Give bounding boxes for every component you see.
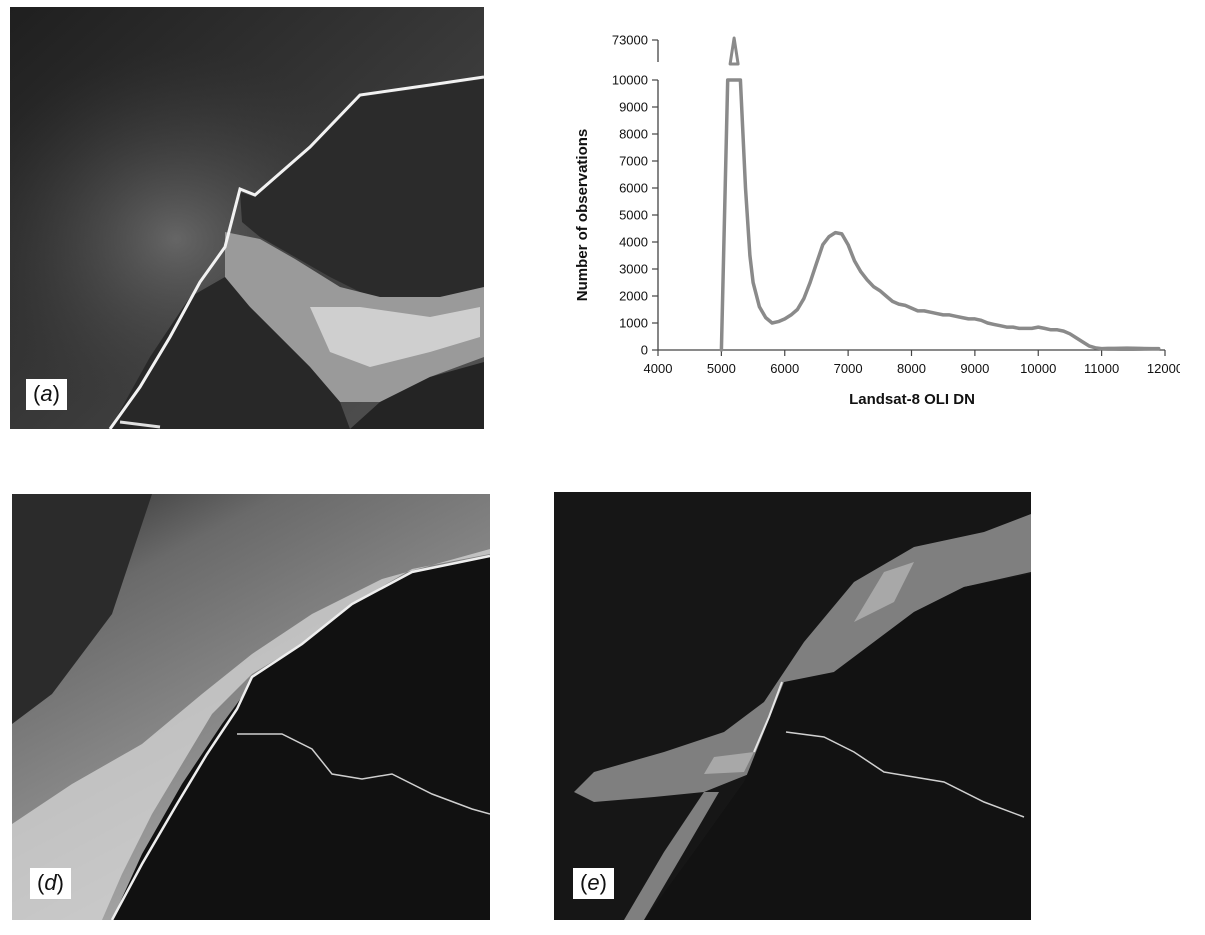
x-tick-label: 6000 bbox=[770, 361, 799, 376]
x-tick-label: 10000 bbox=[1020, 361, 1056, 376]
label-letter: e bbox=[587, 870, 600, 895]
x-tick-label: 8000 bbox=[897, 361, 926, 376]
series-line bbox=[719, 78, 1161, 352]
y-tick-label: 1000 bbox=[619, 316, 648, 331]
label-close-paren: ) bbox=[52, 381, 60, 406]
x-tick-label: 4000 bbox=[644, 361, 673, 376]
x-tick-label: 7000 bbox=[834, 361, 863, 376]
label-letter: a bbox=[40, 381, 53, 406]
panel-label-d: (d) bbox=[30, 868, 71, 899]
x-tick-label: 5000 bbox=[707, 361, 736, 376]
x-tick-label: 12000 bbox=[1147, 361, 1180, 376]
x-axis-label: Landsat-8 OLI DN bbox=[849, 391, 975, 408]
satellite-image-panel-a: (a) bbox=[10, 7, 484, 429]
panel-label-e: (e) bbox=[573, 868, 614, 899]
satellite-image-d bbox=[12, 494, 490, 920]
y-tick-label: 5000 bbox=[619, 208, 648, 223]
y-axis: 0 1000 2000 3000 4000 5000 6000 7000 8000 9000 100… bbox=[612, 33, 659, 358]
y-tick-label: 7000 bbox=[619, 154, 648, 169]
label-open-paren: ( bbox=[580, 870, 588, 895]
label-close-paren: ) bbox=[599, 870, 607, 895]
classified-image-panel-e: (e) bbox=[554, 492, 1031, 920]
histogram-chart: 0 1000 2000 3000 4000 5000 6000 7000 8000 9000 100… bbox=[574, 33, 1180, 409]
y-tick-label: 6000 bbox=[619, 181, 648, 196]
y-tick-label-broken: 73000 bbox=[612, 33, 648, 48]
series-group bbox=[719, 36, 1161, 352]
y-tick-label: 0 bbox=[641, 343, 648, 358]
y-tick-label: 3000 bbox=[619, 262, 648, 277]
panel-label-a: (a) bbox=[26, 379, 67, 410]
y-tick-label: 4000 bbox=[619, 235, 648, 250]
satellite-image-a bbox=[10, 7, 484, 429]
classified-image-e bbox=[554, 492, 1031, 920]
y-tick-label: 2000 bbox=[619, 289, 648, 304]
label-open-paren: ( bbox=[33, 381, 41, 406]
x-tick-label: 11000 bbox=[1084, 361, 1119, 376]
y-tick-label: 9000 bbox=[619, 100, 648, 115]
label-open-paren: ( bbox=[37, 870, 45, 895]
y-axis-label: Number of observations bbox=[574, 129, 591, 302]
y-tick-label: 8000 bbox=[619, 127, 648, 142]
label-close-paren: ) bbox=[56, 870, 64, 895]
peak-marker bbox=[728, 36, 740, 66]
x-tick-label: 9000 bbox=[960, 361, 989, 376]
label-letter: d bbox=[44, 870, 57, 895]
satellite-image-panel-d: (d) bbox=[12, 494, 490, 920]
x-axis: 4000 5000 6000 7000 8000 9000 10000 11000 12000 bbox=[644, 349, 1180, 376]
y-tick-label: 10000 bbox=[612, 73, 648, 88]
